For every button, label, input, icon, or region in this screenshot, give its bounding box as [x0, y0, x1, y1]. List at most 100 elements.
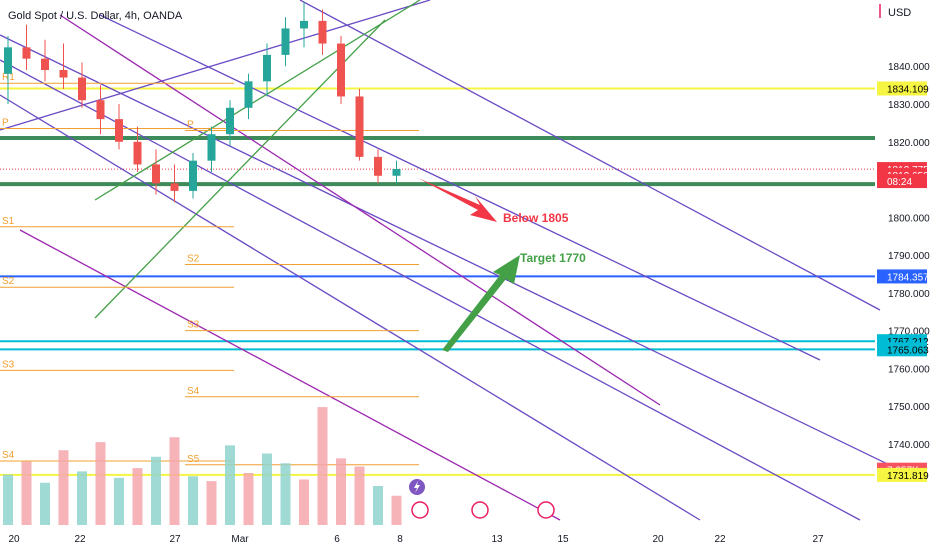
trend-line: [94, 0, 421, 201]
volume-bar: [21, 461, 32, 525]
price-tag: [877, 81, 927, 96]
pivot-label: S1: [2, 216, 15, 227]
candle-body: [226, 107, 234, 135]
price-axis: 1840.000 1830.000 1820.000 1800.000 1790.000…: [877, 62, 930, 482]
volume-bar: [132, 468, 143, 525]
pivot-label: S5: [187, 454, 200, 465]
volume-bar: [354, 466, 365, 525]
price-tag-label: 1765.063: [887, 345, 929, 356]
price-tag: [877, 342, 927, 357]
us-flag-icon[interactable]: [537, 501, 555, 519]
candle-body: [170, 183, 179, 191]
lightning-glyph: [414, 481, 420, 493]
trend-line: [94, 19, 386, 319]
candle-body: [207, 134, 216, 161]
time-tick-label: 13: [491, 534, 503, 545]
trend-line: [99, 14, 821, 361]
time-tick-label: 8: [397, 534, 403, 545]
volume-bar: [280, 463, 291, 525]
price-tick-label: 1780.000: [888, 289, 930, 300]
volume-bars: [3, 407, 402, 525]
pivot-label: S4: [187, 386, 200, 397]
price-tag: [877, 467, 927, 482]
volume-bar: [58, 450, 69, 525]
price-tick-label: 1830.000: [888, 100, 930, 111]
candle-body: [59, 70, 68, 78]
annotations: Below 1805 Target 1770: [418, 178, 586, 352]
volume-bar: [95, 442, 106, 525]
pivot-label: P: [2, 118, 9, 129]
volume-bar: [225, 445, 235, 525]
price-tick-label: 1820.000: [888, 138, 930, 149]
us-flag-icon[interactable]: [411, 501, 429, 519]
candle-body: [318, 20, 327, 44]
time-tick-label: 20: [8, 534, 20, 545]
price-tick-label: 1750.000: [888, 402, 930, 413]
candle-body: [41, 58, 49, 70]
currency-label: USD: [888, 7, 911, 19]
volume-bar: [77, 471, 87, 525]
volume-bar: [3, 474, 13, 525]
volume-bar: [188, 476, 198, 525]
candle-body: [133, 141, 142, 165]
candle-body: [152, 164, 160, 184]
trend-line: [0, 34, 901, 471]
candle-body: [78, 77, 86, 101]
time-tick-label: 22: [74, 534, 86, 545]
time-tick-label: 27: [812, 534, 824, 545]
candles: [4, 2, 401, 203]
candle-body: [263, 54, 271, 82]
pivot-label: S3: [187, 320, 200, 331]
candle-body: [300, 20, 308, 29]
price-tag: [877, 174, 927, 189]
symbol-title: Gold Spot / U.S. Dollar, 4h, OANDA: [8, 10, 183, 22]
volume-bar: [317, 407, 328, 525]
bearish-arrow: [418, 178, 497, 222]
volume-bar: [151, 456, 161, 525]
volume-bar: [206, 481, 217, 525]
volume-bar: [391, 495, 402, 525]
volume-bar: [299, 479, 309, 525]
candle-body: [355, 96, 364, 157]
volume-bar: [243, 473, 254, 525]
pivot-label: R1: [2, 72, 15, 83]
price-tick-label: 1770.000: [888, 327, 930, 338]
trend-line: [19, 229, 561, 521]
price-tag-label: 1784.357: [887, 272, 929, 283]
trend-line: [0, 59, 861, 521]
time-tick-label: 6: [334, 534, 340, 545]
volume-bar: [373, 486, 383, 525]
price-tick-label: 1840.000: [888, 62, 930, 73]
pivot-label: P: [187, 119, 194, 130]
us-flag-icon[interactable]: [471, 501, 489, 519]
bullish-arrow: [442, 255, 520, 352]
volume-bar: [40, 482, 50, 525]
event-icons[interactable]: [409, 479, 555, 519]
price-tag-label: 1731.819: [887, 471, 929, 482]
price-tick-label: 1800.000: [888, 213, 930, 224]
time-tick-label: 22: [714, 534, 726, 545]
candle-body: [281, 28, 290, 55]
candle-body: [4, 47, 12, 74]
time-axis: 20 22 27 Mar 6 8 13 15 20 22 27: [8, 534, 824, 545]
pivot-label: S2: [187, 254, 200, 265]
volume-bar: [262, 453, 272, 525]
candle-body: [96, 100, 105, 120]
pivot-levels: R1 P S1 S2 S3 S4 P S2 S3 S4 S5: [0, 72, 419, 466]
trend-line: [299, 0, 881, 311]
price-tick-label: 1760.000: [888, 364, 930, 375]
time-tick-label: 20: [652, 534, 664, 545]
candle-body: [392, 168, 401, 176]
trend-line: [59, 14, 661, 406]
time-tick-label: 27: [169, 534, 181, 545]
candle-body: [374, 156, 382, 176]
time-tick-label: 15: [557, 534, 569, 545]
price-tag-label: 1834.109: [887, 84, 929, 95]
candle-body: [115, 119, 123, 142]
time-tick-label: Mar: [231, 534, 249, 545]
price-tick-label: 1740.000: [888, 440, 930, 451]
candle-body: [244, 81, 253, 108]
price-tag-label: 08:24: [887, 177, 912, 188]
volume-bar: [114, 477, 124, 525]
